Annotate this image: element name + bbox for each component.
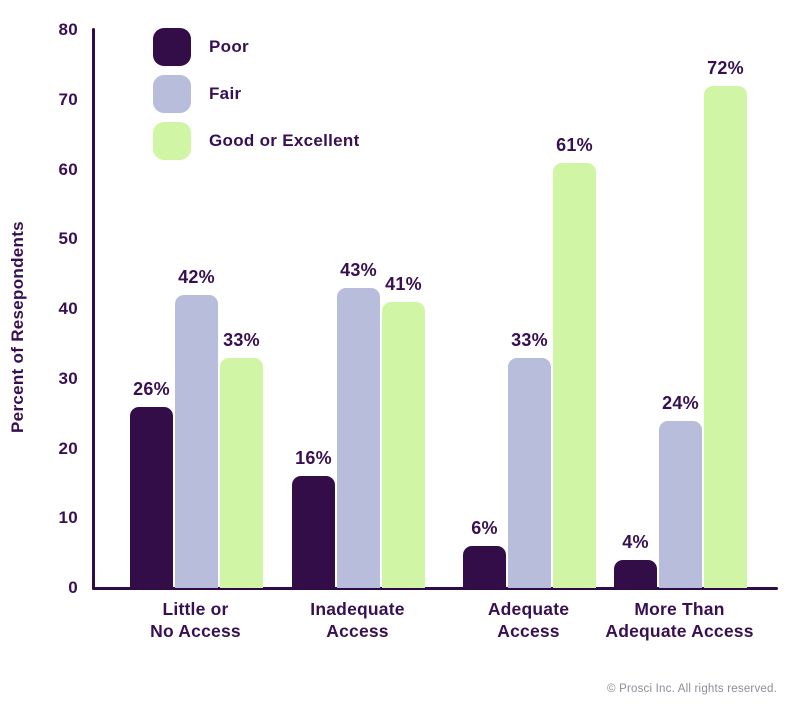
bar-poor: [614, 560, 657, 588]
y-tick-label: 80: [58, 20, 78, 39]
bar-column: 24%: [659, 393, 702, 588]
bar-value-label: 42%: [178, 267, 215, 287]
x-category-label: Inadequate Access: [310, 599, 405, 641]
bar-column: 61%: [553, 135, 596, 588]
bar-value-label: 24%: [662, 393, 699, 413]
legend-swatch: [153, 122, 191, 160]
y-axis-line: [92, 28, 95, 590]
bar-value-label: 26%: [133, 379, 170, 399]
bar-good-or-excellent: [704, 86, 747, 588]
bar-column: 33%: [220, 330, 263, 588]
bar-good-or-excellent: [382, 302, 425, 588]
bar-value-label: 33%: [511, 330, 548, 350]
bar-column: 33%: [508, 330, 551, 588]
bar-column: 26%: [130, 379, 173, 588]
bar-group: 4% 24% 72%: [614, 58, 747, 588]
legend: Poor Fair Good or Excellent: [153, 28, 360, 160]
y-tick-label: 50: [58, 229, 78, 249]
bar-value-label: 16%: [295, 448, 332, 468]
bar-poor: [130, 407, 173, 588]
legend-swatch: [153, 75, 191, 113]
bar-poor: [292, 476, 335, 588]
bar-good-or-excellent: [220, 358, 263, 588]
y-tick-label: 0: [68, 578, 78, 597]
y-tick-label: 60: [58, 159, 78, 179]
bar-group: 6% 33% 61%: [463, 135, 596, 588]
bar-group: 26% 42% 33%: [130, 267, 263, 588]
bar-value-label: 33%: [223, 330, 260, 350]
legend-label: Good or Excellent: [209, 131, 360, 150]
y-tick-label: 10: [58, 508, 78, 528]
bar-column: 43%: [337, 260, 380, 588]
bar-value-label: 72%: [707, 58, 744, 78]
y-tick-label: 40: [58, 299, 78, 318]
bar-group: 16% 43% 41%: [292, 260, 425, 588]
y-tick-label: 70: [58, 89, 78, 109]
bar-fair: [175, 295, 218, 588]
legend-item: Poor: [153, 28, 360, 66]
y-tick-label: 20: [58, 438, 78, 458]
bar-value-label: 43%: [340, 260, 377, 280]
bar-fair: [337, 288, 380, 588]
bar-value-label: 41%: [385, 274, 422, 294]
bar-value-label: 61%: [556, 135, 593, 155]
bar-good-or-excellent: [553, 163, 596, 588]
y-axis-title: Percent of Resepondents: [8, 221, 27, 433]
bar-fair: [659, 421, 702, 588]
legend-label: Poor: [209, 37, 249, 56]
x-category-label: Little or No Access: [150, 599, 241, 641]
y-tick-label: 30: [58, 368, 78, 388]
bar-column: 16%: [292, 448, 335, 588]
bar-poor: [463, 546, 506, 588]
x-category-label: Adequate Access: [487, 599, 570, 641]
copyright-text: © Prosci Inc. All rights reserved.: [607, 683, 777, 695]
bar-column: 4%: [614, 532, 657, 588]
bar-fair: [508, 358, 551, 588]
bar-value-label: 6%: [471, 518, 498, 538]
legend-swatch: [153, 28, 191, 66]
bar-column: 6%: [463, 518, 506, 588]
bar-column: 41%: [382, 274, 425, 588]
bar-column: 42%: [175, 267, 218, 588]
legend-label: Fair: [209, 84, 242, 103]
legend-item: Fair: [153, 75, 360, 113]
bar-value-label: 4%: [622, 532, 649, 552]
x-axis-line: [92, 587, 778, 590]
x-category-label: More Than Adequate Access: [605, 599, 754, 641]
bar-column: 72%: [704, 58, 747, 588]
legend-item: Good or Excellent: [153, 122, 360, 160]
